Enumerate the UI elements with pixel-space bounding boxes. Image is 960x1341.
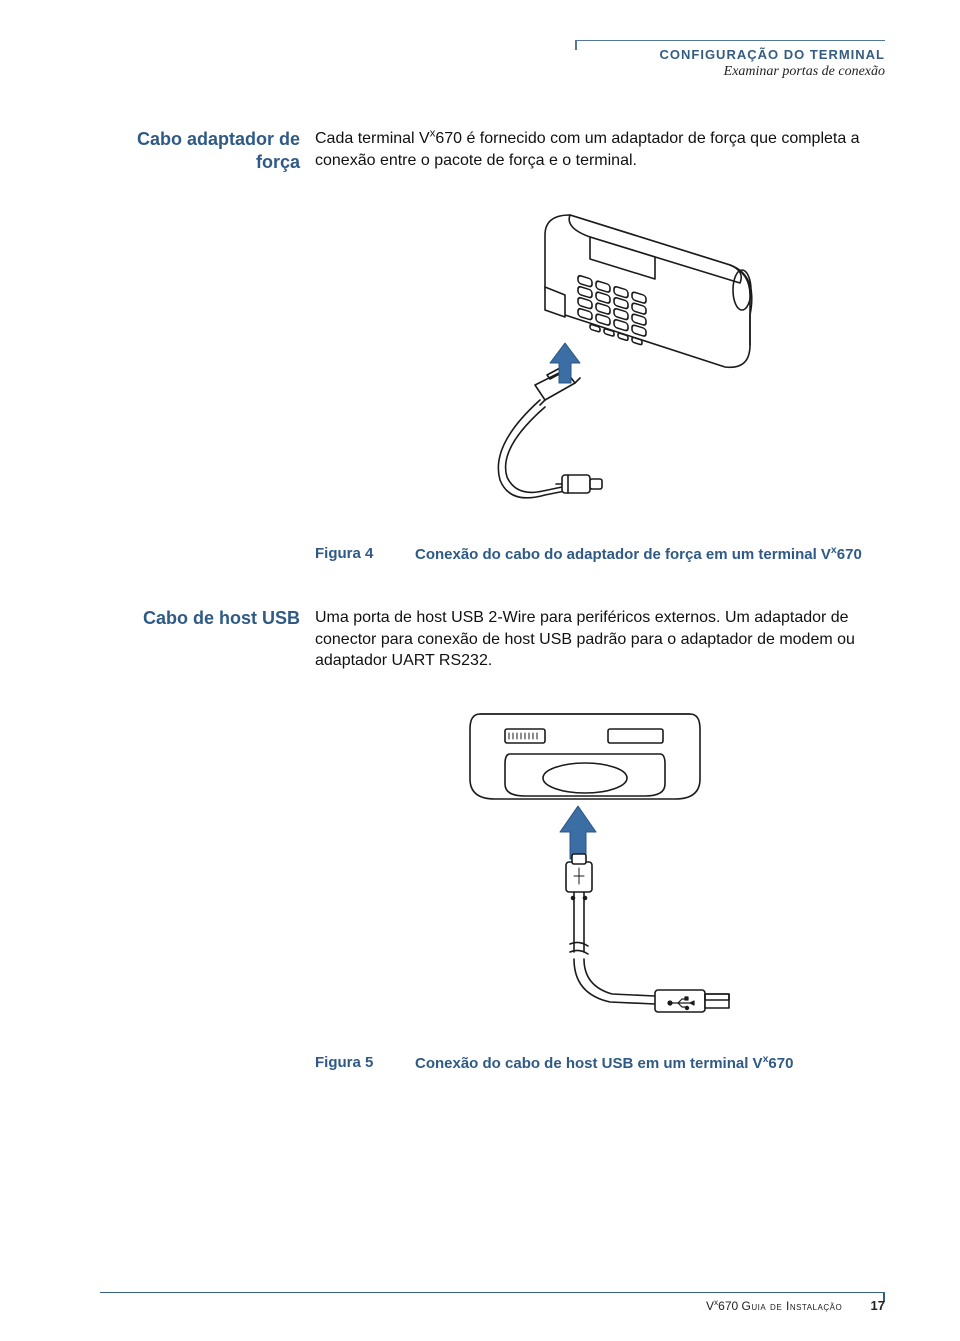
figure-1-caption: Figura 4 Conexão do cabo do adaptador de… bbox=[315, 545, 885, 565]
terminal-usb-illustration bbox=[410, 684, 790, 1034]
page-number: 17 bbox=[871, 1298, 885, 1313]
page: CONFIGURAÇÃO DO TERMINAL Examinar portas… bbox=[0, 0, 960, 1341]
header-title: CONFIGURAÇÃO DO TERMINAL bbox=[100, 43, 885, 62]
page-footer: Vx670 Guia de Instalação 17 bbox=[706, 1298, 885, 1313]
footer-product: Vx670 bbox=[706, 1299, 742, 1313]
figure-1 bbox=[315, 195, 885, 525]
section-heading-power: Cabo adaptador de força bbox=[100, 128, 315, 175]
figure-2 bbox=[315, 684, 885, 1034]
figure-label: Figura 4 bbox=[315, 545, 415, 565]
section-usb-host: Cabo de host USB Uma porta de host USB 2… bbox=[100, 607, 885, 672]
section-heading-usb: Cabo de host USB bbox=[100, 607, 315, 672]
header-rule bbox=[575, 40, 885, 41]
figure-label: Figura 5 bbox=[315, 1054, 415, 1074]
section-body-power: Cada terminal Vx670 é fornecido com um a… bbox=[315, 128, 885, 175]
footer-rule bbox=[100, 1292, 885, 1293]
footer-doc-title: Guia de Instalação bbox=[742, 1299, 843, 1313]
header-subtitle: Examinar portas de conexão bbox=[100, 64, 885, 80]
page-header: CONFIGURAÇÃO DO TERMINAL Examinar portas… bbox=[100, 40, 885, 80]
figure-caption-text: Conexão do cabo de host USB em um termin… bbox=[415, 1054, 793, 1074]
figure-caption-text: Conexão do cabo do adaptador de força em… bbox=[415, 545, 862, 565]
section-body-usb: Uma porta de host USB 2-Wire para perifé… bbox=[315, 607, 885, 672]
body-text: Cada terminal V bbox=[315, 130, 430, 147]
section-power-adapter: Cabo adaptador de força Cada terminal Vx… bbox=[100, 128, 885, 175]
terminal-power-illustration bbox=[390, 195, 810, 525]
figure-2-caption: Figura 5 Conexão do cabo de host USB em … bbox=[315, 1054, 885, 1074]
